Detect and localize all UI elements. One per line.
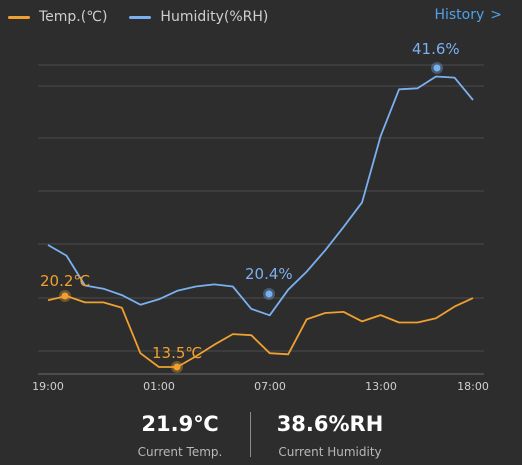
- legend-temp-swatch: [8, 15, 30, 19]
- legend-temp-label: Temp.(℃): [39, 9, 108, 25]
- temp-max-marker: [61, 292, 69, 300]
- temp-min-label: 13.5℃: [152, 344, 202, 362]
- chart-legend: Temp.(℃) Humidity(%RH): [8, 8, 290, 26]
- history-label: History: [434, 7, 485, 23]
- x-tick-label: 13:00: [365, 380, 397, 393]
- x-tick-label: 07:00: [254, 380, 286, 393]
- temp-max-label: 20.2℃: [40, 272, 90, 290]
- x-tick-label: 19:00: [32, 380, 64, 393]
- humidity-max-marker: [433, 64, 441, 72]
- x-tick-label: 01:00: [143, 380, 175, 393]
- humidity-max-label: 41.6%: [412, 40, 460, 58]
- legend-humidity-swatch: [129, 15, 152, 19]
- legend-humidity-label: Humidity(%RH): [160, 9, 269, 25]
- humidity-min-marker: [265, 290, 273, 298]
- humidity-min-label: 20.4%: [245, 265, 293, 283]
- current-humidity-value: 38.6%RH: [276, 412, 384, 436]
- history-link[interactable]: History >: [434, 7, 502, 23]
- current-temp: 21.9℃ Current Temp.: [110, 412, 250, 459]
- legend-temp: Temp.(℃): [8, 9, 107, 25]
- stats-divider: [250, 412, 251, 457]
- temp-humidity-chart: 20.2℃ 13.5℃ 41.6% 20.4% 19:00 01:00 07:00 13:00…: [32, 40, 489, 393]
- temp-min-marker: [173, 363, 181, 371]
- current-humidity-label: Current Humidity: [278, 445, 382, 459]
- series-line-temp: [47, 295, 474, 368]
- chevron-right-icon: >: [490, 7, 502, 23]
- series-line-humidity: [47, 75, 474, 317]
- current-temp-label: Current Temp.: [137, 445, 223, 459]
- current-temp-value: 21.9℃: [141, 412, 219, 436]
- current-humidity: 38.6%RH Current Humidity: [260, 412, 400, 459]
- current-readings: 21.9℃ Current Temp. 38.6%RH Current Humi…: [0, 400, 522, 465]
- legend-humidity: Humidity(%RH): [129, 9, 268, 25]
- x-tick-label: 18:00: [457, 380, 489, 393]
